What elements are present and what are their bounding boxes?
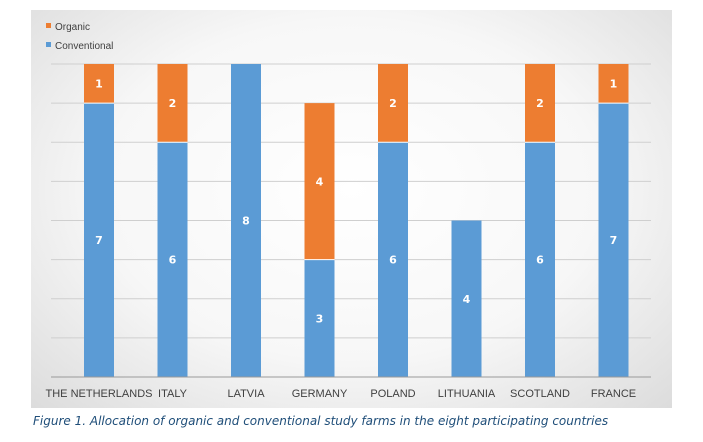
x-tick-label: POLAND: [370, 388, 415, 400]
stacked-bar-chart: 7 1 6 2 8 3 4 6 2 4 6 2 7 1 THE NETHERLANDS ITALY LATVI…: [46, 22, 651, 400]
data-label: 6: [169, 254, 177, 267]
data-label: 7: [95, 234, 103, 247]
x-tick-label: THE NETHERLANDS: [46, 388, 153, 400]
data-label: 7: [610, 234, 618, 247]
data-label: 1: [95, 78, 103, 91]
data-label: 8: [242, 215, 250, 228]
data-labels: 7 1 6 2 8 3 4 6 2 4 6 2 7 1: [95, 78, 617, 326]
x-tick-label: GERMANY: [292, 388, 348, 400]
bar-segment-conventional: [451, 220, 482, 377]
bar-segment-conventional: [304, 259, 335, 377]
data-label: 2: [536, 97, 544, 110]
bar-segment-organic: [84, 64, 114, 104]
x-tick-label: SCOTLAND: [510, 388, 570, 400]
legend-label: Conventional: [55, 41, 113, 52]
legend-swatch: [46, 42, 51, 47]
data-label: 2: [169, 97, 177, 110]
bar-segment-organic: [157, 64, 188, 143]
data-label: 3: [316, 312, 324, 325]
bar-segment-conventional: [157, 142, 188, 377]
x-tick-label: ITALY: [158, 388, 188, 400]
chart-area: 7 1 6 2 8 3 4 6 2 4 6 2 7 1 THE NETHERLANDS ITALY LATVI…: [31, 10, 672, 408]
figure-caption: Figure 1. Allocation of organic and conv…: [33, 414, 609, 428]
bar-segment-organic: [525, 64, 555, 143]
bar-segment-organic: [598, 64, 629, 104]
data-label: 1: [610, 78, 618, 91]
bar-segment-conventional: [598, 103, 629, 377]
legend-label: Organic: [55, 22, 90, 33]
data-label: 6: [536, 254, 544, 267]
data-label: 4: [316, 175, 324, 188]
bar-segment-conventional: [378, 142, 408, 377]
x-tick-label: LITHUANIA: [438, 388, 496, 400]
bar-segment-conventional: [525, 142, 555, 377]
bar-segment-conventional: [231, 64, 261, 377]
bar-segment-organic: [304, 103, 335, 260]
bar-segment-conventional: [84, 103, 114, 377]
data-label: 2: [389, 97, 397, 110]
x-tick-label: FRANCE: [591, 388, 636, 400]
legend: Organic Conventional: [46, 22, 113, 52]
bar-segment-organic: [378, 64, 408, 143]
x-tick-label: LATVIA: [227, 388, 265, 400]
data-label: 4: [463, 293, 471, 306]
x-axis: THE NETHERLANDS ITALY LATVIA GERMANY POLAND L…: [46, 376, 651, 400]
gridlines: [51, 63, 651, 339]
data-label: 6: [389, 254, 397, 267]
legend-swatch: [46, 23, 51, 28]
bars: [84, 64, 629, 377]
